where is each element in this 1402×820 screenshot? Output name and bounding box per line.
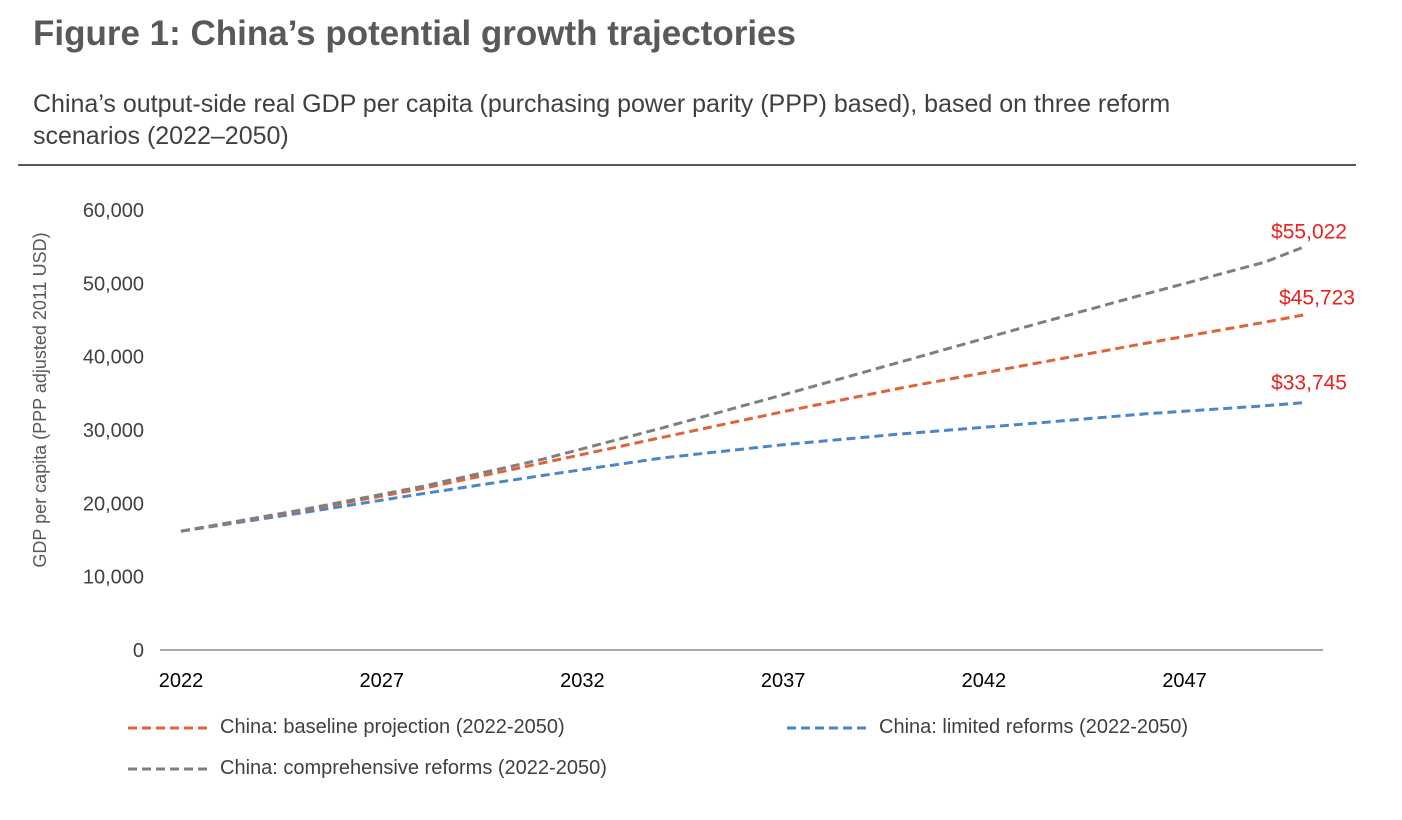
y-tick-label: 40,000 bbox=[83, 347, 144, 369]
y-tick-label: 0 bbox=[133, 640, 144, 662]
end-value-label-limited: $33,745 bbox=[1271, 372, 1347, 395]
x-axis-ticks: 2022 2027 2032 2037 2042 2047 bbox=[159, 670, 1207, 692]
series-line-comprehensive bbox=[180, 245, 1306, 533]
y-axis-title-text: GDP per capita (PPP adjusted 2011 USD) bbox=[30, 232, 50, 567]
line-chart: GDP per capita (PPP adjusted 2011 USD) 0… bbox=[30, 200, 1355, 692]
legend-swatch-baseline bbox=[128, 726, 212, 729]
title-divider bbox=[18, 164, 1356, 166]
x-tick-label: 2027 bbox=[359, 670, 404, 692]
x-tick-label: 2032 bbox=[560, 670, 605, 692]
y-tick-label: 60,000 bbox=[83, 200, 144, 222]
y-tick-label: 20,000 bbox=[83, 493, 144, 515]
chart-title: Figure 1: China’s potential growth traje… bbox=[33, 14, 796, 53]
legend-swatch-comprehensive bbox=[128, 767, 212, 770]
x-tick-label: 2022 bbox=[159, 670, 204, 692]
y-tick-label: 10,000 bbox=[83, 567, 144, 589]
legend-item-baseline: China: baseline projection (2022-2050) bbox=[128, 716, 565, 739]
legend-swatch-limited bbox=[787, 726, 871, 729]
x-tick-label: 2037 bbox=[761, 670, 806, 692]
legend-label-comprehensive: China: comprehensive reforms (2022-2050) bbox=[220, 757, 607, 779]
chart-subtitle: China’s output-side real GDP per capita … bbox=[33, 90, 1171, 150]
x-tick-label: 2042 bbox=[962, 670, 1007, 692]
y-tick-label: 30,000 bbox=[83, 420, 144, 442]
legend-label-baseline: China: baseline projection (2022-2050) bbox=[220, 716, 565, 738]
y-tick-label: 50,000 bbox=[83, 273, 144, 295]
end-value-label-baseline: $45,723 bbox=[1279, 287, 1355, 310]
end-value-label-comprehensive: $55,022 bbox=[1271, 221, 1347, 244]
y-axis-title: GDP per capita (PPP adjusted 2011 USD) bbox=[30, 232, 50, 567]
legend-label-limited: China: limited reforms (2022-2050) bbox=[879, 716, 1189, 738]
legend-item-comprehensive: China: comprehensive reforms (2022-2050) bbox=[128, 757, 607, 780]
series-lines bbox=[180, 245, 1306, 533]
legend-item-limited: China: limited reforms (2022-2050) bbox=[787, 716, 1188, 739]
y-axis-ticks: 0 10,000 20,000 30,000 40,000 50,000 60,000 bbox=[83, 200, 144, 662]
series-line-limited bbox=[180, 401, 1306, 533]
end-labels: $45,723 $33,745 $55,022 bbox=[1271, 221, 1355, 395]
x-tick-label: 2047 bbox=[1162, 670, 1207, 692]
series-line-baseline bbox=[180, 313, 1306, 533]
